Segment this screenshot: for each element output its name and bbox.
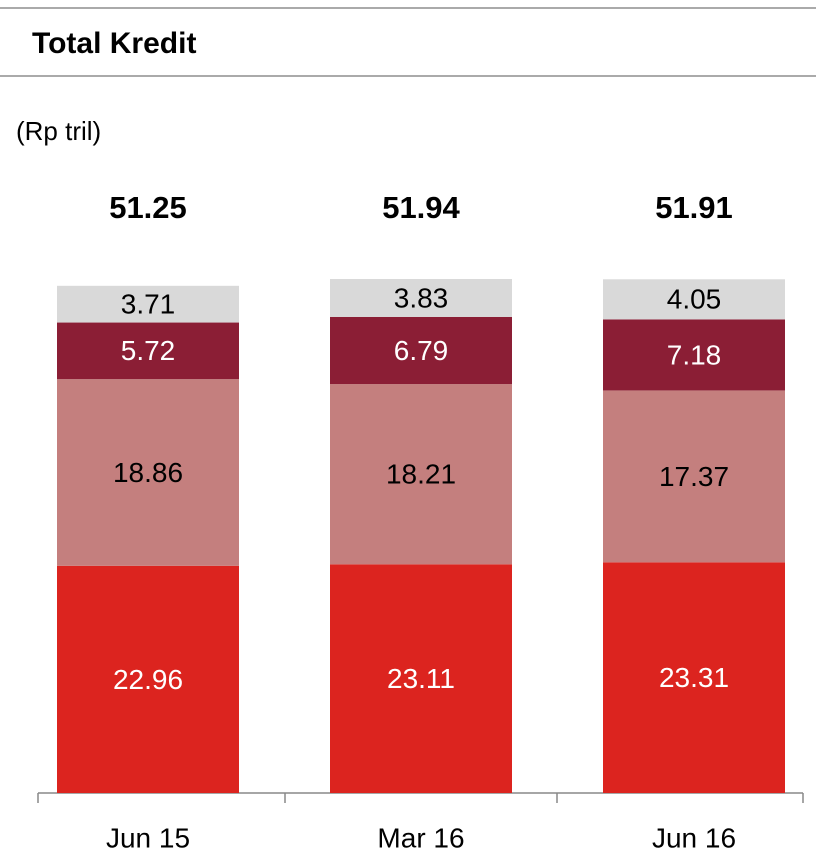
bar-segment bbox=[57, 285, 239, 323]
value-label: 7.18 bbox=[667, 339, 722, 370]
value-label: 6.79 bbox=[394, 335, 449, 366]
chart-title: Total Kredit bbox=[32, 27, 196, 60]
bar-segment bbox=[330, 564, 512, 793]
value-label: 5.72 bbox=[121, 335, 176, 366]
bar-segment bbox=[603, 279, 785, 320]
bar-segment bbox=[57, 322, 239, 380]
bar-segment bbox=[330, 384, 512, 565]
total-label: 51.94 bbox=[382, 190, 460, 225]
bar-segment bbox=[330, 279, 512, 317]
value-label: 23.11 bbox=[387, 663, 455, 694]
bar-segment bbox=[603, 562, 785, 793]
total-label: 51.91 bbox=[655, 190, 733, 225]
value-label: 18.21 bbox=[386, 459, 456, 490]
bar-segment bbox=[57, 379, 239, 566]
bar-segment bbox=[330, 316, 512, 385]
value-label: 4.05 bbox=[667, 284, 722, 315]
value-label: 17.37 bbox=[659, 461, 729, 492]
value-label: 3.71 bbox=[121, 289, 176, 320]
value-label: 22.96 bbox=[113, 664, 183, 695]
x-tick-label: Jun 16 bbox=[652, 822, 736, 853]
unit-label: (Rp tril) bbox=[16, 116, 101, 146]
x-tick-label: Jun 15 bbox=[106, 822, 190, 853]
value-label: 23.31 bbox=[659, 662, 729, 693]
bar-segment bbox=[603, 319, 785, 391]
x-tick-label: Mar 16 bbox=[377, 822, 464, 853]
value-label: 18.86 bbox=[113, 457, 183, 488]
bar-segment bbox=[57, 565, 239, 793]
value-label: 3.83 bbox=[394, 282, 449, 313]
total-label: 51.25 bbox=[109, 190, 187, 225]
bar-segment bbox=[603, 390, 785, 563]
